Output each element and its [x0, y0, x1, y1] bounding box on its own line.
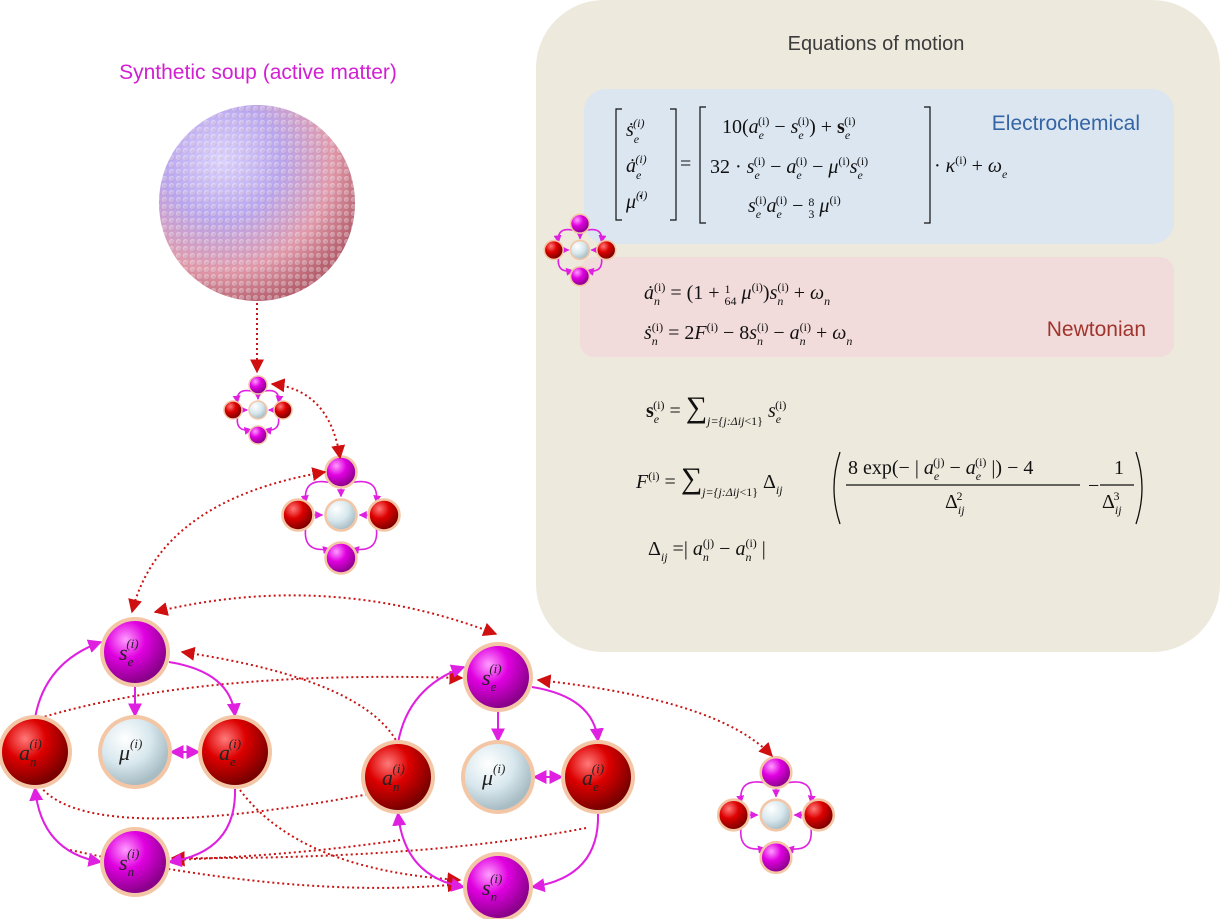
svg-text:se(i): se(i): [482, 661, 502, 694]
svg-text:sn(i): sn(i): [119, 846, 139, 879]
svg-text:μ(i): μ(i): [118, 736, 142, 765]
mini-node-se: [759, 755, 793, 790]
mini-node-mu: [248, 400, 268, 420]
network-right: se(i) an(i) μ(i) ae(i) sn(i): [361, 642, 635, 919]
node-a-n: an(i): [0, 715, 72, 789]
newtonian-label: Newtonian: [1047, 318, 1146, 341]
mini-node-mu: [324, 498, 358, 532]
mini-node-ae: [596, 239, 617, 261]
svg-text:ae(i): ae(i): [219, 736, 241, 769]
mini-node-sn: [324, 541, 358, 575]
svg-text:ae(i): ae(i): [582, 761, 604, 794]
mini-node-mu: [759, 798, 793, 832]
svg-text:· κ(i) + ωe: · κ(i) + ωe: [934, 153, 1008, 181]
electrochemical-label: Electrochemical: [992, 112, 1140, 135]
svg-text:an(i): an(i): [382, 761, 405, 794]
mini-node-ae: [273, 400, 293, 420]
mini-node-se: [248, 375, 268, 395]
node-a-e: ae(i): [561, 740, 635, 814]
mini-node-se: [324, 455, 358, 489]
node-s-e: se(i): [100, 617, 170, 687]
active-matter-sphere: [159, 105, 355, 301]
mini-node-sn: [569, 266, 591, 287]
svg-text:sn(i): sn(i): [482, 871, 502, 904]
svg-text:Δij3: Δij3: [1102, 489, 1122, 517]
mini-node-an: [543, 239, 564, 261]
newtonian-equations: ȧn(i) = (1 + 1 64 μ(i))sn(i) + ωn ṡn(i) =…: [644, 280, 852, 348]
panel-title: Equations of motion: [788, 33, 965, 55]
svg-text:Δij2: Δij2: [945, 489, 965, 517]
mini-node-sn: [759, 840, 793, 875]
network-left: se(i) an(i) μ(i) ae(i) sn(i): [0, 617, 272, 897]
mini-node-sn: [248, 425, 268, 445]
svg-text:μ(i): μ(i): [481, 761, 505, 790]
svg-text:Δij =| an(j) − an(i) |: Δij =| an(j) − an(i) |: [648, 536, 766, 564]
svg-text:1: 1: [1114, 457, 1124, 479]
svg-text:an(i): an(i): [19, 736, 42, 769]
svg-text:ṡn(i) = 2F(i) − 8sn(i) − an(i): ṡn(i) = 2F(i) − 8sn(i) − an(i) + ωn: [644, 320, 852, 348]
node-mu: μ(i): [98, 715, 172, 789]
svg-text:=: =: [680, 153, 691, 175]
node-s-e: se(i): [463, 642, 533, 712]
svg-text:se(i)ae(i) − 83 μ(i): se(i)ae(i) − 83 μ(i): [748, 193, 841, 221]
svg-text:10(ae(i) − se(i)) + se(i): 10(ae(i) − se(i)) + se(i): [722, 114, 855, 142]
soup-title: Synthetic soup (active matter): [119, 61, 397, 84]
mini-cluster-a: [223, 375, 293, 445]
mini-node-an: [281, 498, 315, 532]
mini-node-an: [223, 400, 243, 420]
mini-cluster-b: [281, 455, 401, 575]
equations-panel: Equations of motion Electrochemical Newt…: [536, 0, 1220, 652]
svg-text:F(i) = ∑j={j:Δij<1} Δij: F(i) = ∑j={j:Δij<1} Δij: [635, 462, 783, 499]
mini-node-se: [569, 213, 591, 234]
svg-text:se(i) = ∑j={j:Δij<1} se(i): se(i) = ∑j={j:Δij<1} se(i): [646, 391, 786, 428]
node-s-n: sn(i): [463, 852, 533, 919]
mini-node-ae: [801, 798, 836, 832]
electrochemical-box: [584, 89, 1174, 244]
mini-cluster-panel: [543, 213, 617, 287]
interaction-equations: se(i) = ∑j={j:Δij<1} se(i) F(i) = ∑j={j:…: [635, 391, 1143, 564]
mini-node-an: [716, 798, 751, 832]
svg-text:se(i): se(i): [119, 636, 139, 669]
mini-cluster-c: [716, 755, 836, 875]
mini-node-mu: [569, 239, 591, 261]
node-a-n: an(i): [361, 740, 435, 814]
node-a-e: ae(i): [198, 715, 272, 789]
node-s-n: sn(i): [100, 827, 170, 897]
mini-node-ae: [367, 498, 401, 532]
svg-text:ȧn(i) = (1 + 164 μ(i))sn(i) +: ȧn(i) = (1 + 1 64 μ(i))sn(i) + ωn: [644, 280, 830, 308]
node-mu: μ(i): [461, 740, 535, 814]
newtonian-box: [580, 257, 1174, 357]
svg-text:−: −: [1088, 475, 1099, 497]
